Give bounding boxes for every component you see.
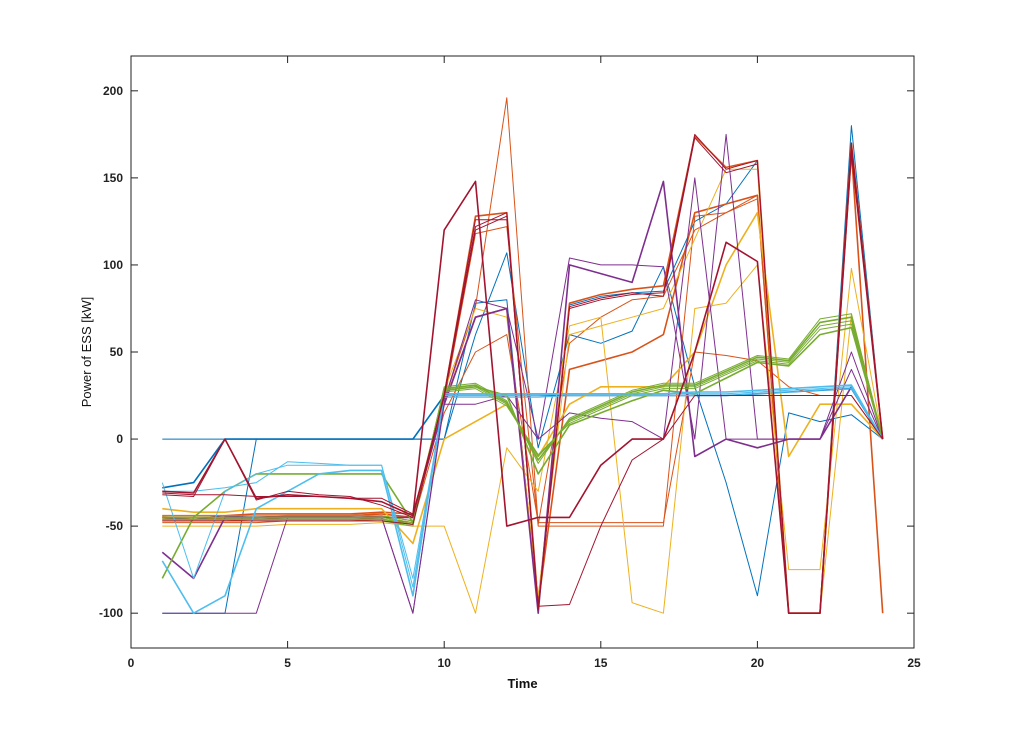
y-tick-label: 200	[103, 84, 123, 98]
y-tick-label: 0	[116, 432, 123, 446]
y-axis-label: Power of ESS [kW]	[79, 297, 94, 408]
series-line	[162, 388, 884, 579]
x-tick-label: 10	[438, 656, 452, 670]
series-line	[161, 384, 884, 615]
x-tick-label: 0	[128, 656, 135, 670]
x-tick-label: 25	[907, 656, 921, 670]
plot-area: 0 5 10 15 20 25 -100 -50 0 50 100 150 200	[99, 55, 921, 670]
ticks-layer: 0 5 10 15 20 25 -100 -50 0 50 100 150 200	[99, 56, 921, 670]
x-tick-label: 20	[751, 656, 765, 670]
x-axis-label: Time	[507, 676, 537, 691]
series-line	[162, 151, 884, 615]
series-line	[162, 323, 884, 522]
y-tick-label: 100	[103, 258, 123, 272]
series-line	[161, 326, 884, 579]
y-tick-label: 50	[110, 345, 124, 359]
series-line	[161, 386, 884, 588]
series-layer	[161, 97, 884, 615]
series-line	[162, 219, 884, 607]
y-tick-label: -100	[99, 606, 123, 620]
x-tick-label: 5	[284, 656, 291, 670]
y-tick-label: 150	[103, 171, 123, 185]
series-line	[162, 252, 884, 614]
x-tick-label: 15	[594, 656, 608, 670]
y-tick-label: -50	[106, 519, 124, 533]
